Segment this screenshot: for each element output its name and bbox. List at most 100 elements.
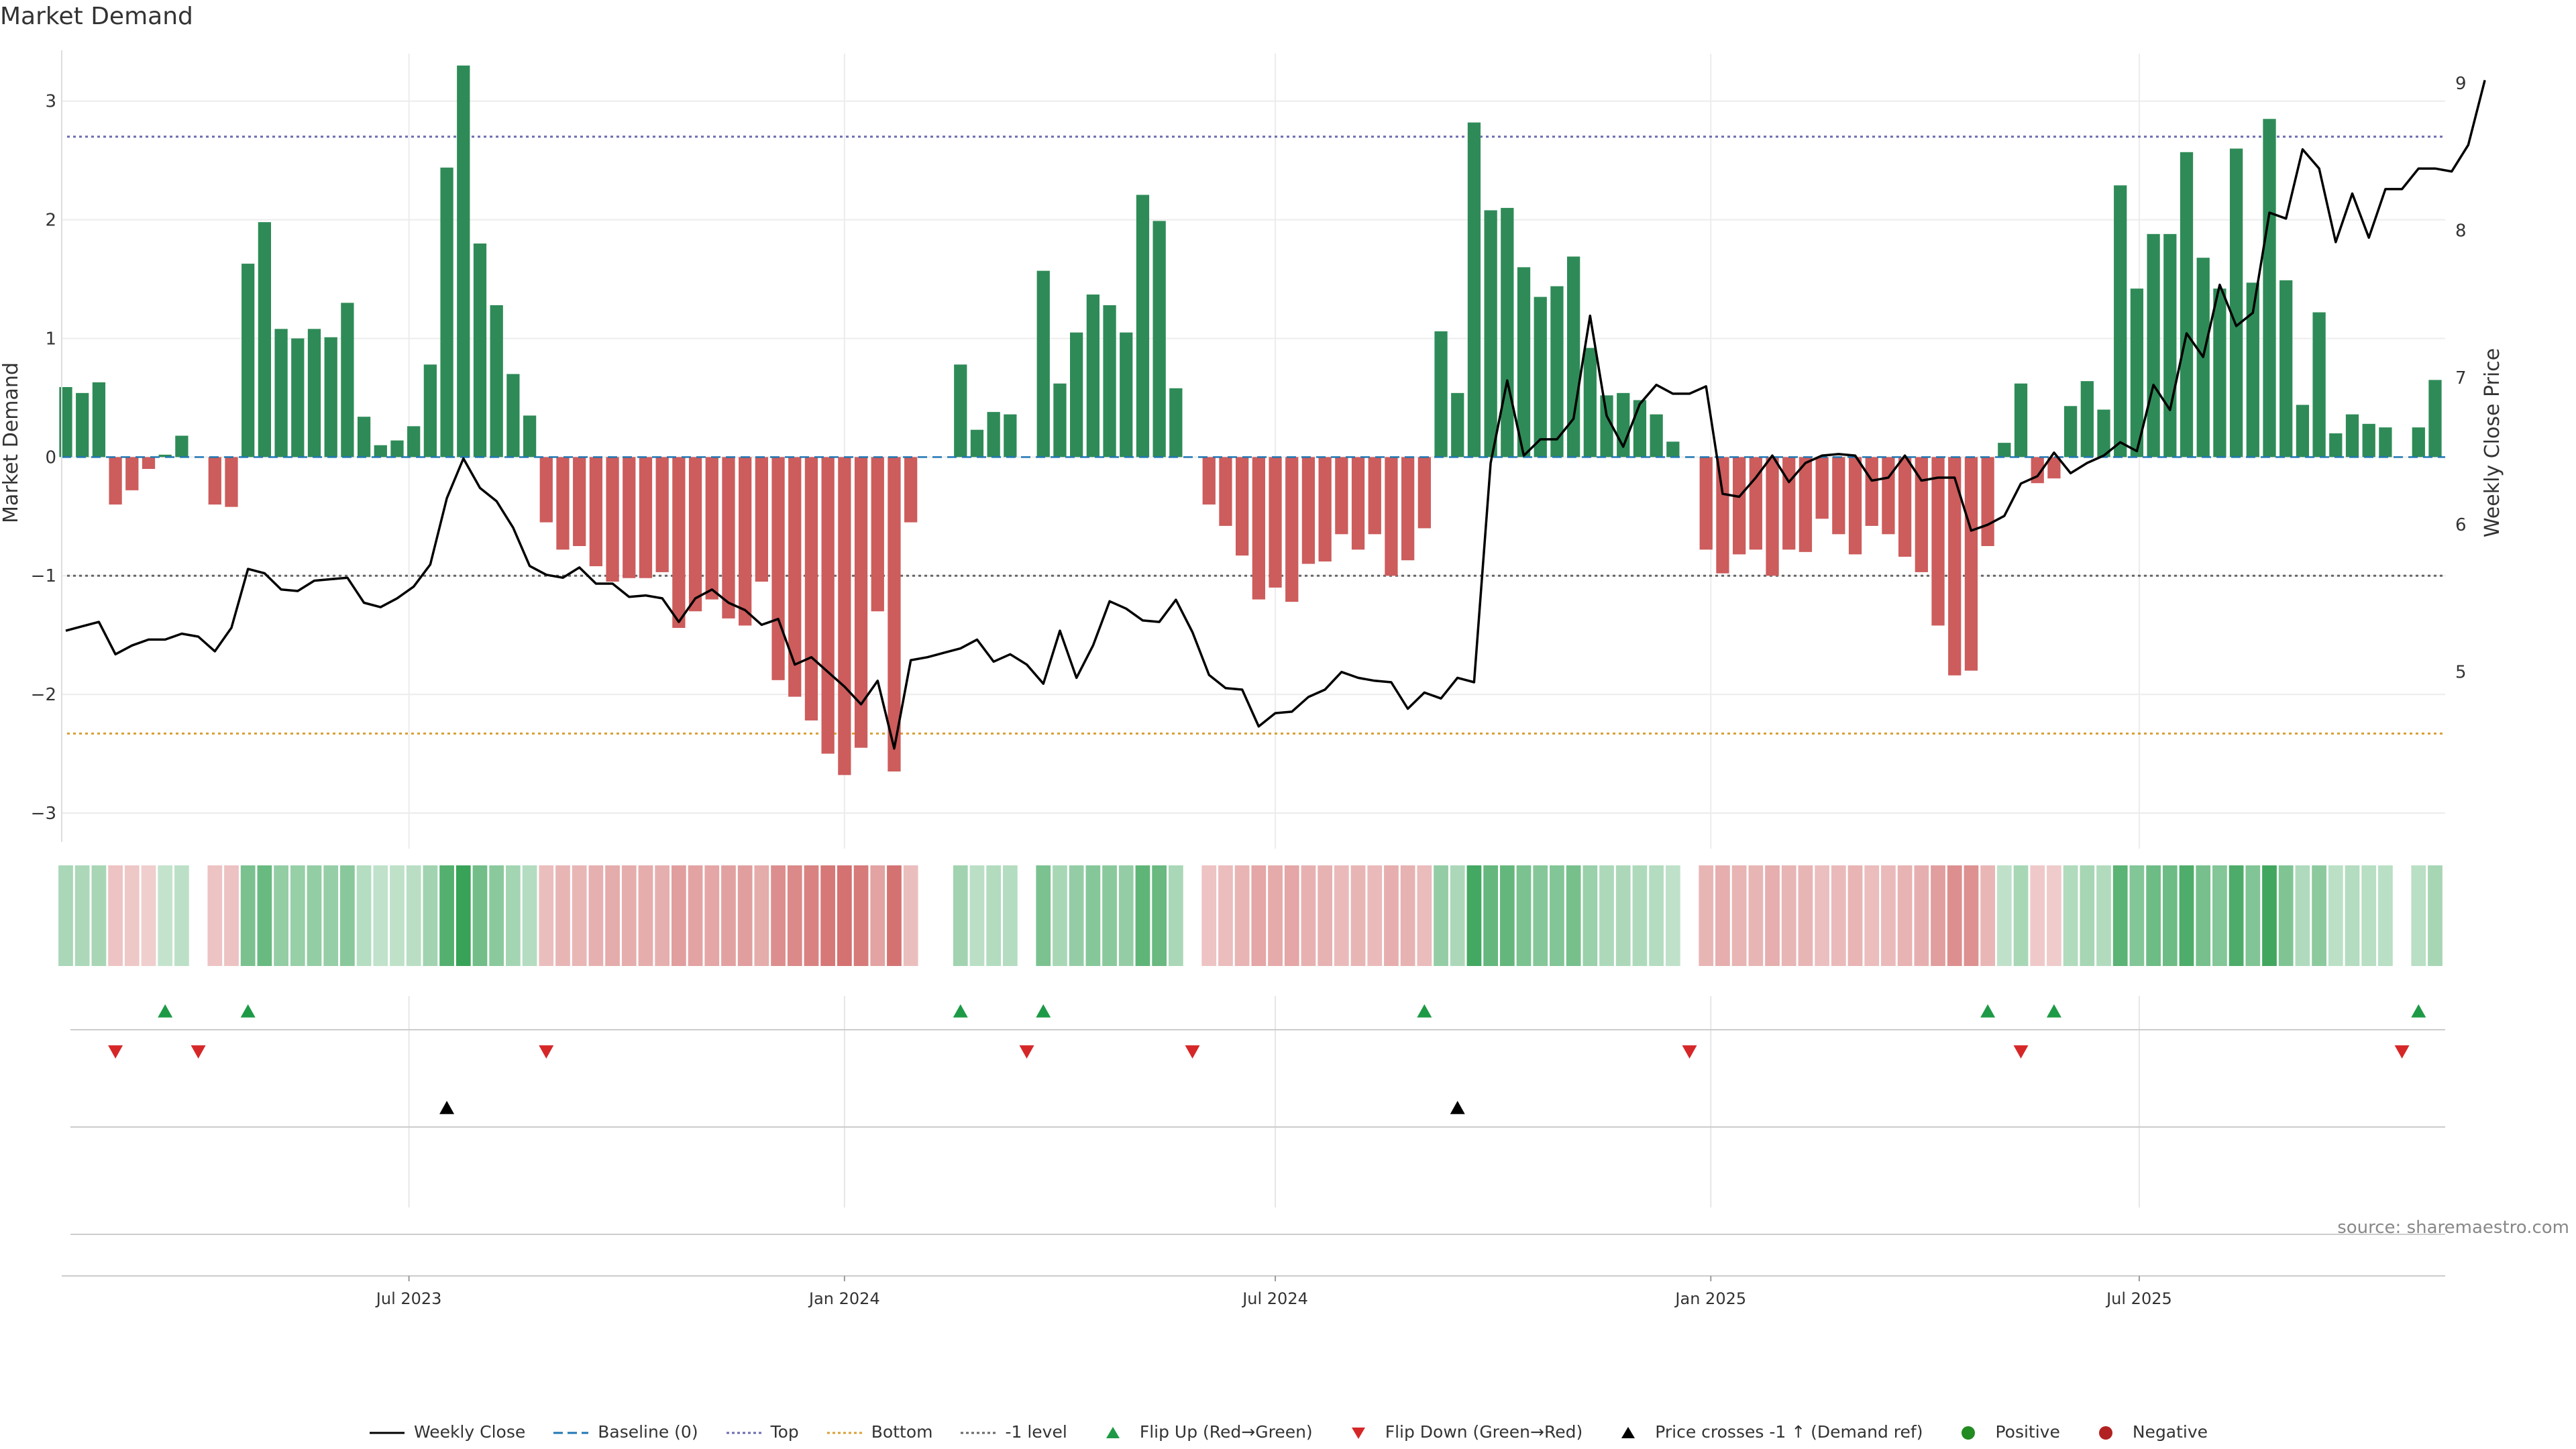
demand-bar	[739, 457, 752, 626]
heat-cell	[290, 865, 305, 966]
demand-bar	[2063, 406, 2078, 458]
demand-bar	[2296, 405, 2310, 458]
demand-bar	[2329, 433, 2343, 458]
y-tick-label-right: 9	[2455, 74, 2467, 94]
heat-cell	[2345, 865, 2360, 966]
demand-bar	[1484, 210, 1497, 458]
demand-bar	[838, 457, 851, 775]
flip-up-marker	[1417, 1004, 1432, 1018]
right-axis: 9 8 7 6 5	[2455, 74, 2467, 683]
heat-cell	[2245, 865, 2261, 966]
demand-bar	[1169, 388, 1183, 458]
demand-bar	[804, 457, 818, 720]
flip-up-marker	[158, 1004, 173, 1018]
heat-cell	[1466, 865, 1482, 966]
heat-cell	[804, 865, 819, 966]
y-tick-label-right: 8	[2455, 221, 2467, 241]
heat-cell	[754, 865, 769, 966]
heat-cell	[1450, 865, 1465, 966]
y-tick-label-right: 5	[2455, 663, 2467, 683]
heat-cell	[307, 865, 322, 966]
y-axis-label-right: Weekly Close Price	[2481, 348, 2504, 537]
demand-bar	[1650, 414, 1663, 458]
heat-cell	[1268, 865, 1283, 966]
demand-bar	[440, 167, 453, 458]
y-tick-label-right: 6	[2455, 515, 2467, 535]
heat-cell	[1996, 865, 2012, 966]
heat-cell	[1334, 865, 1349, 966]
demand-bar	[1948, 457, 1962, 676]
flip-down-marker	[108, 1045, 123, 1059]
heat-cell	[1632, 865, 1648, 966]
demand-bar	[1036, 270, 1050, 458]
demand-bar	[208, 457, 221, 505]
legend-swatch	[1962, 1426, 1976, 1440]
heat-cell	[257, 865, 272, 966]
demand-bar	[1219, 457, 1232, 526]
demand-bar	[2163, 233, 2177, 458]
heat-cell	[588, 865, 604, 966]
heat-cell	[472, 865, 488, 966]
demand-bar	[125, 457, 139, 490]
demand-bar	[1120, 332, 1133, 458]
y-tick-label-left: −1	[31, 566, 56, 586]
demand-bar	[672, 457, 686, 629]
demand-bar	[374, 445, 387, 458]
legend-triangle-down	[1351, 1427, 1365, 1439]
demand-bar	[1053, 383, 1067, 458]
heat-cell	[655, 865, 670, 966]
flip-down-marker	[1019, 1045, 1034, 1059]
heat-strip	[58, 865, 2443, 966]
heat-cell	[2278, 865, 2294, 966]
heat-cell	[1599, 865, 1614, 966]
price-cross-marker	[439, 1101, 455, 1114]
demand-bar	[871, 457, 884, 612]
legend-swatch	[2098, 1426, 2112, 1440]
demand-bar	[1368, 457, 1381, 535]
demand-bar	[639, 457, 653, 578]
heat-cell	[1566, 865, 1581, 966]
heat-cell	[1947, 865, 1962, 966]
demand-bar	[556, 457, 570, 550]
y-tick-label-left: 1	[45, 329, 56, 349]
heat-cell	[373, 865, 388, 966]
heat-cell	[1731, 865, 1747, 966]
demand-bar	[291, 338, 305, 458]
demand-bar	[1799, 457, 1813, 552]
heat-cell	[124, 865, 140, 966]
demand-bars	[59, 65, 2442, 775]
heat-cell	[1781, 865, 1796, 966]
heat-cell	[1069, 865, 1084, 966]
y-axis-label-left: Market Demand	[0, 362, 23, 523]
legend-swatch	[369, 1432, 405, 1434]
heat-cell	[1516, 865, 1532, 966]
heat-cell	[621, 865, 637, 966]
heat-cell	[1615, 865, 1631, 966]
heat-cell	[74, 865, 90, 966]
demand-bar	[1931, 457, 1945, 626]
demand-bar	[76, 392, 89, 458]
legend-swatch	[553, 1432, 589, 1434]
legend-swatch	[826, 1432, 862, 1434]
flip-up-marker	[1980, 1004, 1996, 1018]
demand-bar	[688, 457, 702, 612]
heat-cell	[2361, 865, 2377, 966]
legend-label: Positive	[1995, 1421, 2060, 1442]
heat-cell	[1914, 865, 1929, 966]
legend-label: Flip Down (Green→Red)	[1385, 1421, 1583, 1442]
heat-cell	[390, 865, 405, 966]
flip-up-marker	[2411, 1004, 2426, 1018]
demand-bar	[1534, 297, 1547, 458]
demand-bar	[2130, 288, 2144, 458]
flip-down-marker	[2013, 1045, 2029, 1059]
demand-bar	[1318, 457, 1332, 561]
flip-down-marker	[1682, 1045, 1697, 1059]
legend-swatch	[1621, 1426, 1635, 1438]
legend-item: Price crosses -1 ↑ (Demand ref)	[1609, 1422, 1923, 1442]
demand-bar	[987, 412, 1000, 458]
demand-bar	[1517, 267, 1531, 458]
demand-bar	[1434, 331, 1448, 458]
x-tick-label: Jul 2024	[1241, 1289, 1308, 1308]
demand-bar	[1998, 443, 2011, 458]
demand-bar	[390, 440, 404, 458]
